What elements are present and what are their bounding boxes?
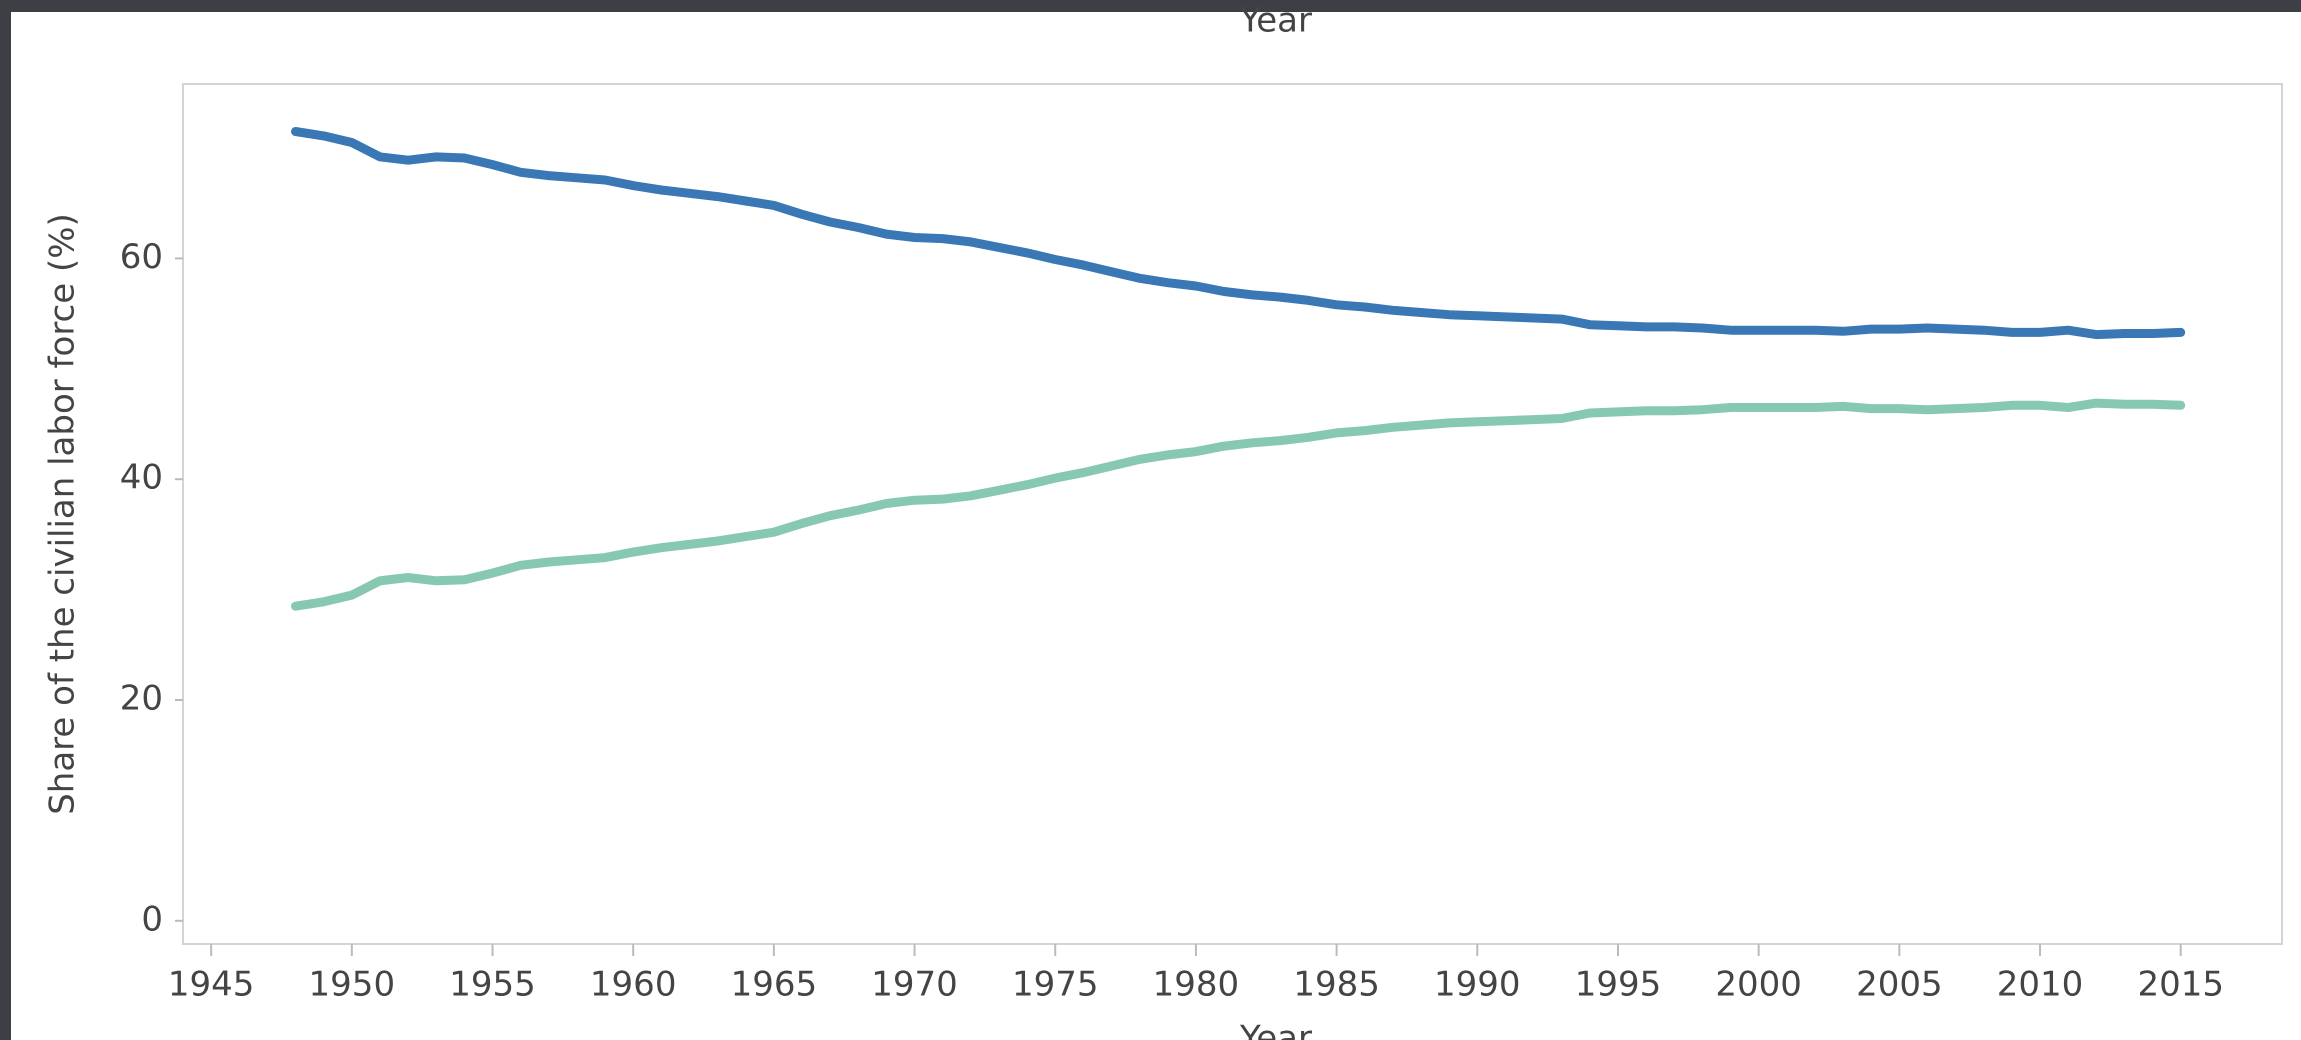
x-tick-label: 1965 [731, 965, 818, 1005]
x-tick-label: 1975 [1012, 965, 1099, 1005]
window-frame [0, 0, 2301, 12]
x-axis-label: Year [1239, 1019, 1312, 1040]
x-tick-label: 1950 [309, 965, 396, 1005]
x-tick-label: 1995 [1575, 965, 1662, 1005]
y-axis-label: Share of the civilian labor force (%) [43, 213, 83, 815]
x-tick-label: 1985 [1293, 965, 1380, 1005]
x-tick-label: 1945 [168, 965, 255, 1005]
line-series [291, 127, 2186, 340]
x-tick-label: 2010 [1997, 965, 2084, 1005]
x-tick-label: 1980 [1153, 965, 1240, 1005]
x-tick-label: 2000 [1715, 965, 1802, 1005]
y-tick-label: 0 [141, 899, 163, 939]
y-tick-label: 40 [120, 458, 163, 498]
line-series [291, 398, 2186, 611]
x-tick-label: 1970 [871, 965, 958, 1005]
x-tick-label: 1960 [590, 965, 677, 1005]
y-tick-label: 60 [120, 237, 163, 277]
x-tick-label: 2015 [2137, 965, 2224, 1005]
chart-title: Year [1239, 1, 1312, 41]
plot-frame [182, 83, 2283, 945]
window-frame [0, 0, 11, 1040]
x-tick-label: 2005 [1856, 965, 1943, 1005]
x-tick-label: 1990 [1434, 965, 1521, 1005]
x-tick-label: 1955 [449, 965, 536, 1005]
y-tick-label: 20 [120, 679, 163, 719]
